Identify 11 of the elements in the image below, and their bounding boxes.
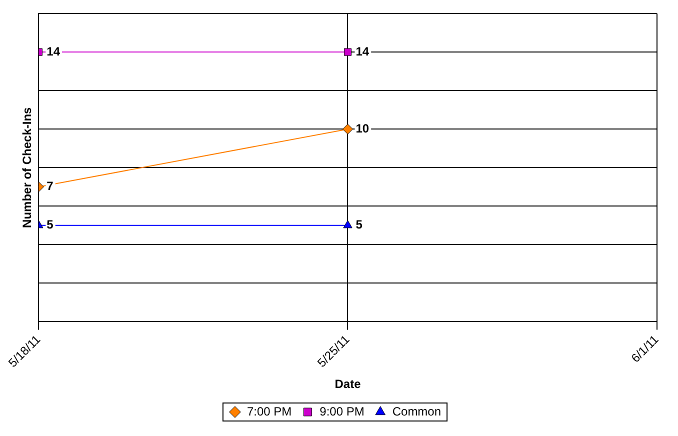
y-axis-title: Number of Check-Ins [20, 106, 34, 228]
x-axis-title: Date [334, 377, 362, 392]
data-label: 14 [46, 44, 60, 58]
data-label: 10 [356, 121, 370, 136]
data-label: 14 [356, 44, 370, 58]
data-label: 5 [46, 218, 54, 232]
legend-label: Common [392, 404, 442, 418]
data-label: 5 [356, 218, 363, 232]
data-label: 7 [46, 179, 54, 194]
legend-label: 9:00 PM [320, 404, 364, 418]
legend-label: 7:00 PM [246, 404, 292, 418]
